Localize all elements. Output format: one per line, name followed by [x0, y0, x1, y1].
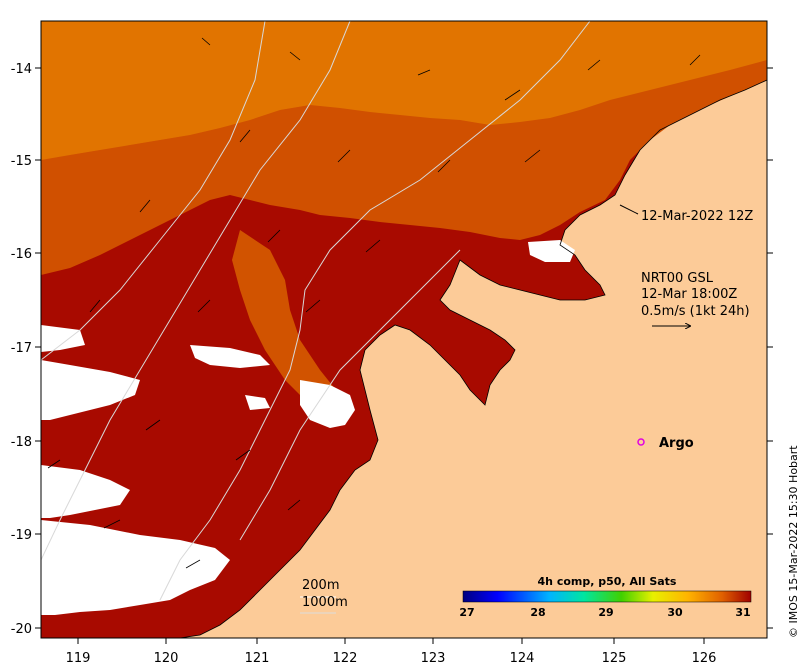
depth-200-label: 200m	[302, 578, 339, 593]
cloud-mask	[41, 240, 575, 615]
ocean-sst-plume	[232, 230, 340, 410]
date-label-leader	[619, 204, 639, 215]
lat-tick-label: -16	[11, 247, 32, 262]
lat-tick-label: -20	[11, 622, 32, 637]
lon-tick-label: 122	[333, 651, 358, 666]
lat-tick-label: -19	[11, 528, 32, 543]
lon-tick-label: 119	[66, 651, 91, 666]
colorbar-tick: 30	[667, 606, 683, 619]
argo-label: Argo	[659, 436, 694, 451]
lat-tick-label: -15	[11, 154, 32, 169]
depth-contours	[41, 21, 591, 601]
colorbar-tick: 31	[735, 606, 750, 619]
map-plot-area	[41, 21, 767, 638]
lon-tick-label: 126	[692, 651, 717, 666]
lat-tick-label: -18	[11, 435, 32, 450]
lon-tick-label: 125	[602, 651, 627, 666]
lat-tick-label: -17	[11, 341, 32, 356]
lon-tick-label: 123	[421, 651, 446, 666]
coastline	[179, 79, 767, 638]
colorbar-tick: 27	[459, 606, 474, 619]
colorbar-title: 4h comp, p50, All Sats	[538, 575, 677, 588]
plot-frame	[40, 20, 768, 639]
colorbar-tick: 29	[598, 606, 613, 619]
lat-tick-label: -14	[11, 62, 32, 77]
scale-label: 0.5m/s (1kt 24h)	[641, 304, 750, 319]
colorbar-tick: 28	[530, 606, 545, 619]
current-vectors	[47, 37, 701, 569]
date-label: 12-Mar-2022 12Z	[641, 209, 753, 224]
colorbar: 4h comp, p50, All Sats 27 28 29 30 31	[459, 575, 752, 619]
argo-marker-icon	[637, 438, 645, 446]
ocean-sst-light-orange	[41, 21, 767, 160]
lat-axis: -14 -15 -16 -17 -18 -19 -20	[11, 62, 773, 637]
lon-tick-label: 120	[154, 651, 179, 666]
lon-axis: 119 120 121 122 123 124 125 126	[66, 638, 717, 666]
current-time-label: 12-Mar 18:00Z	[641, 287, 737, 302]
lon-tick-label: 121	[245, 651, 270, 666]
colorbar-gradient	[462, 590, 752, 603]
current-source-label: NRT00 GSL	[641, 271, 714, 286]
credit-label: © IMOS 15-Mar-2022 15:30 Hobart	[787, 445, 800, 638]
lon-tick-label: 124	[510, 651, 535, 666]
depth-1000-label: 1000m	[302, 595, 348, 610]
